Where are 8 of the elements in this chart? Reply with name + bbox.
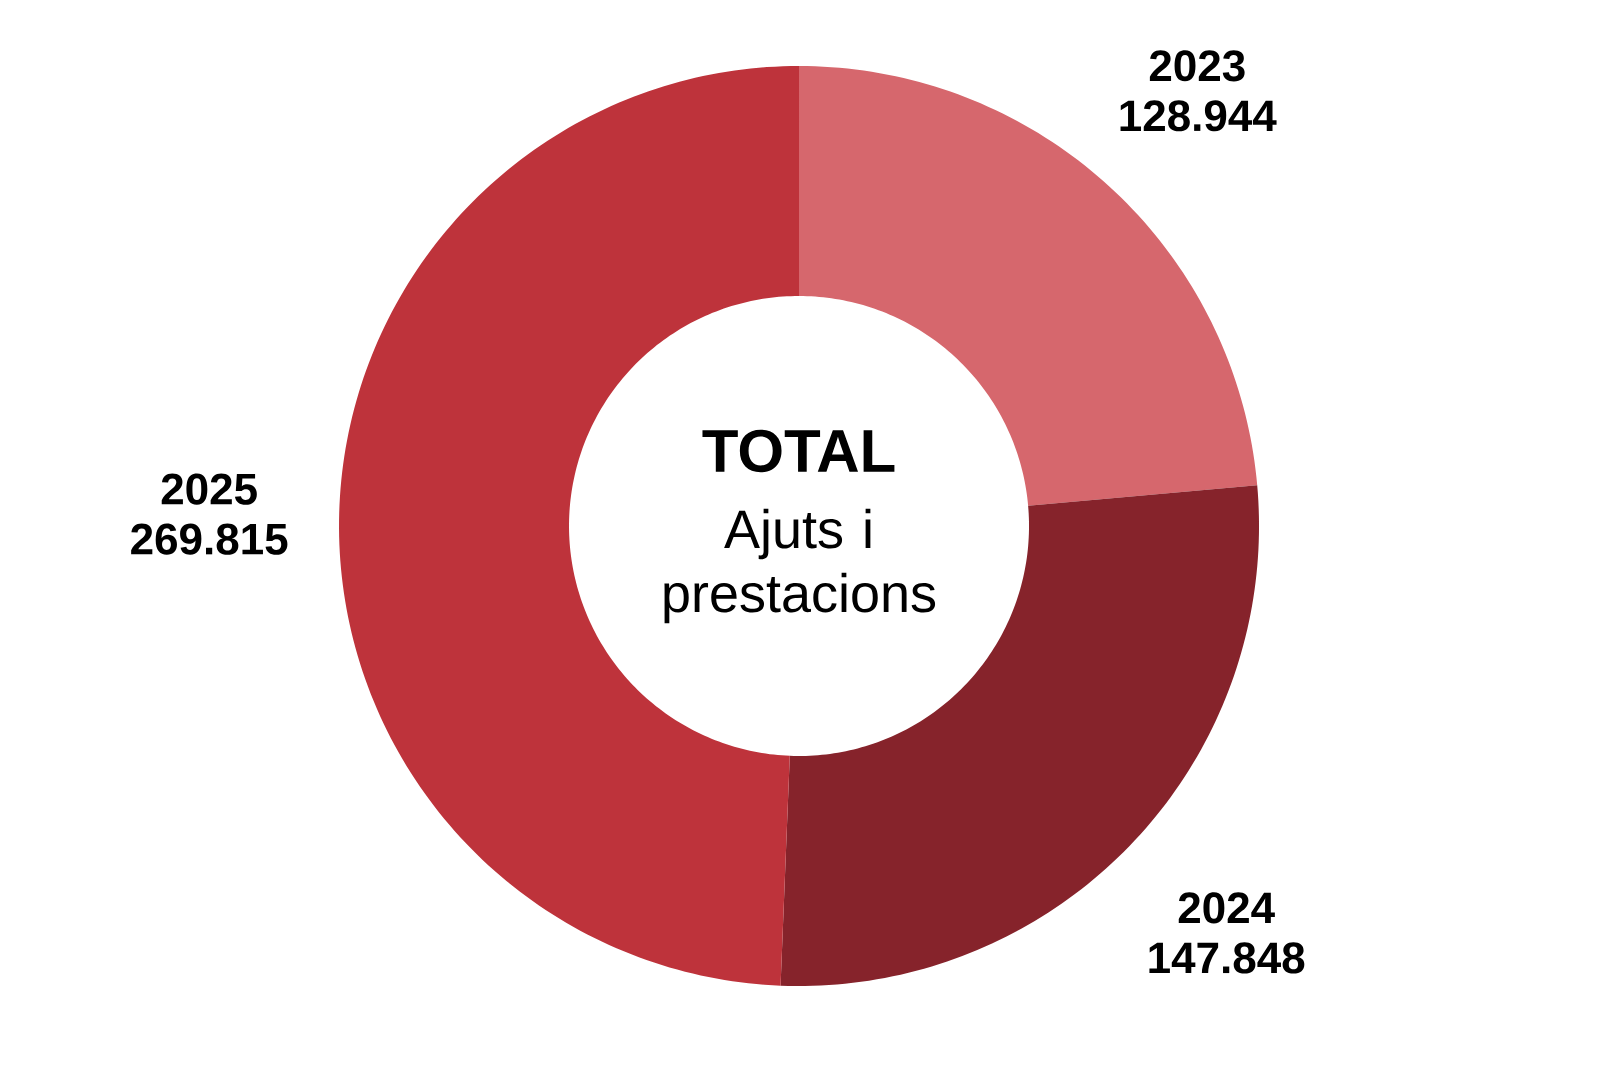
slice-label: 2023	[1149, 50, 1245, 82]
data-label: 147.848	[1149, 942, 1305, 974]
slice-label: 2024	[1178, 892, 1275, 924]
text: Ajuts i prestacions	[664, 508, 936, 624]
slice-label: 2025	[161, 473, 257, 505]
data-label: 269.815	[131, 523, 288, 555]
data-label: 128.944	[1120, 100, 1277, 132]
text: TOTAL	[702, 429, 895, 473]
